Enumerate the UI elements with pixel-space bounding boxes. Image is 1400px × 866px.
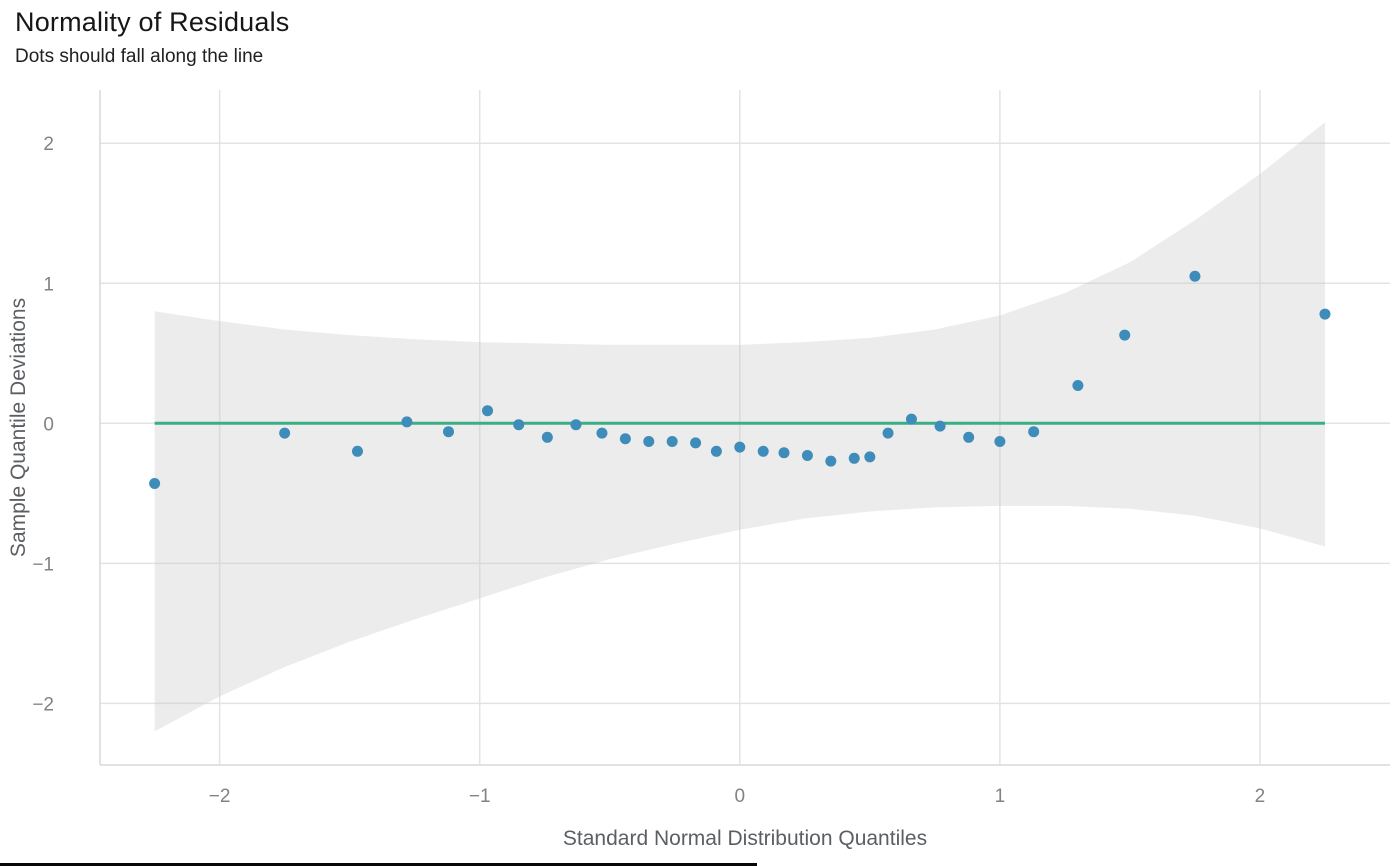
- confidence-band: [154, 122, 1325, 732]
- x-tick-label: 1: [995, 786, 1006, 807]
- data-point: [1189, 270, 1201, 282]
- data-point: [513, 419, 525, 431]
- data-point: [734, 441, 746, 453]
- data-point: [934, 420, 946, 432]
- data-point: [963, 431, 975, 443]
- data-point: [443, 426, 455, 438]
- data-point: [279, 427, 291, 439]
- data-point: [351, 445, 363, 457]
- data-point: [690, 437, 702, 449]
- x-tick-label: −2: [209, 786, 231, 807]
- data-point: [801, 450, 813, 462]
- x-tick-label: 2: [1255, 786, 1266, 807]
- x-axis-title: Standard Normal Distribution Quantiles: [563, 827, 927, 850]
- data-point: [596, 427, 608, 439]
- data-point: [1072, 379, 1084, 391]
- data-point: [825, 455, 837, 467]
- y-axis-tick-labels: −2 −1 0 1 2: [32, 134, 54, 715]
- data-point: [757, 445, 769, 457]
- data-point: [482, 405, 494, 417]
- data-point: [994, 436, 1006, 448]
- y-tick-label: 2: [43, 134, 54, 155]
- data-point: [848, 452, 860, 464]
- chart-title: Normality of Residuals: [15, 7, 290, 37]
- data-point: [401, 416, 413, 428]
- data-point: [1119, 329, 1131, 341]
- x-axis-tick-labels: −2 −1 0 1 2: [209, 786, 1265, 807]
- data-point: [643, 436, 655, 448]
- y-tick-label: −2: [32, 694, 54, 715]
- y-axis-title: Sample Quantile Deviations: [7, 298, 30, 557]
- data-point: [570, 419, 582, 431]
- data-points: [149, 270, 1331, 490]
- data-point: [1319, 308, 1331, 320]
- data-point: [905, 413, 917, 425]
- data-point: [710, 445, 722, 457]
- data-point: [541, 431, 553, 443]
- y-tick-label: 1: [43, 274, 54, 295]
- data-point: [666, 436, 678, 448]
- data-point: [864, 451, 876, 463]
- y-tick-label: 0: [43, 414, 54, 435]
- chart-subtitle: Dots should fall along the line: [15, 46, 264, 67]
- x-tick-label: −1: [469, 786, 491, 807]
- data-point: [882, 427, 894, 439]
- bottom-edge-line: [0, 863, 757, 866]
- data-point: [1028, 426, 1040, 438]
- data-point: [778, 447, 790, 459]
- x-tick-label: 0: [735, 786, 746, 807]
- data-point: [619, 433, 631, 445]
- data-point: [149, 478, 161, 490]
- y-tick-label: −1: [32, 554, 54, 575]
